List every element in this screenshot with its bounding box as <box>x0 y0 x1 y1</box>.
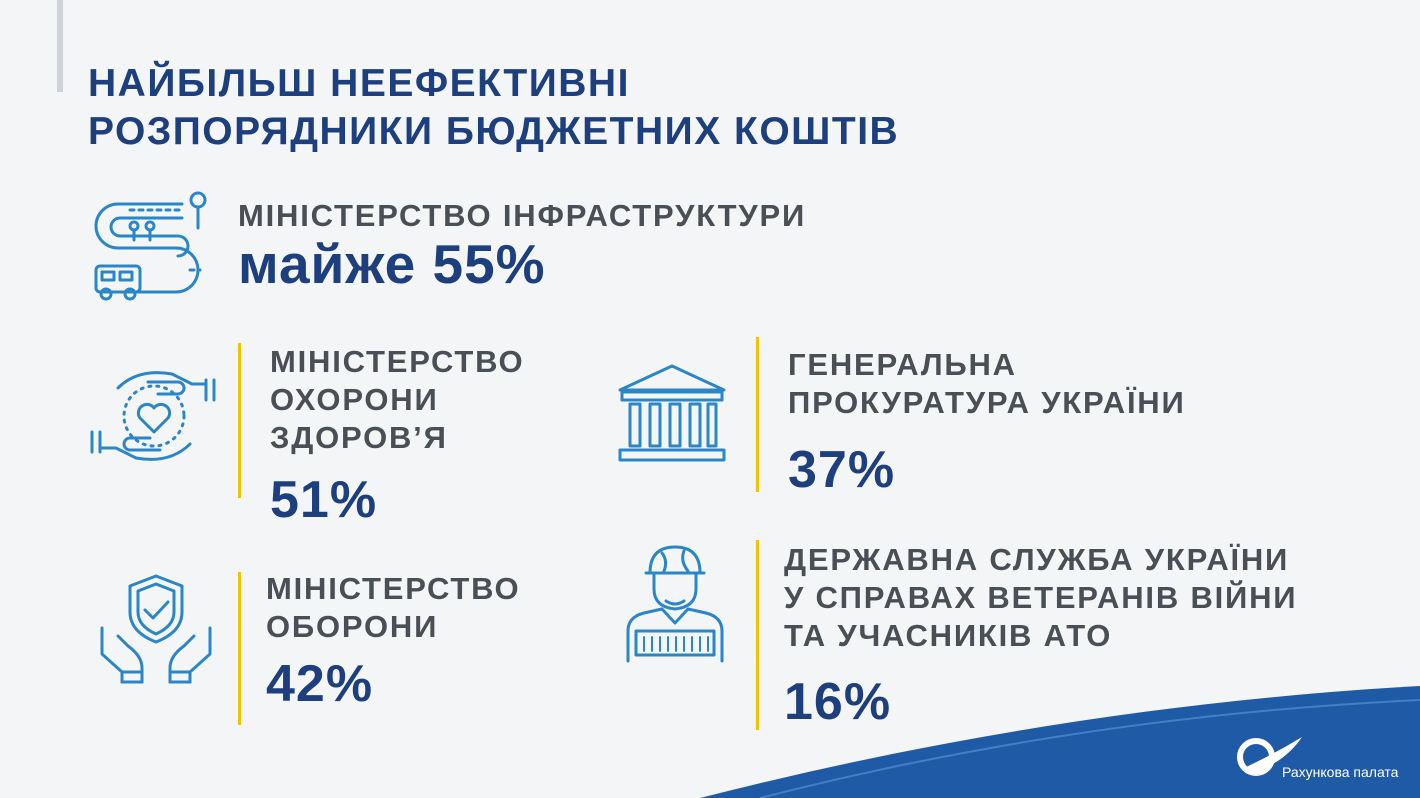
hands-shield-check-icon <box>98 572 214 686</box>
decorative-wave <box>700 686 1420 798</box>
item-prosecutor-value: 37% <box>788 441 896 499</box>
title-line-1: НАЙБІЛЬШ НЕЕФЕКТИВНІ <box>88 62 630 105</box>
logo-text: Рахункова палата <box>1282 764 1399 780</box>
item-infrastructure-value: майже 55% <box>238 233 546 295</box>
divider-defence <box>238 572 241 725</box>
divider-prosecutor <box>756 337 759 492</box>
item-health-value: 51% <box>270 471 378 529</box>
hands-heart-icon <box>88 360 220 472</box>
item-infrastructure-label: МІНІСТЕРСТВО ІНФРАСТРУКТУРИ <box>238 198 807 233</box>
item-prosecutor-label: ГЕНЕРАЛЬНА ПРОКУРАТУРА УКРАЇНИ <box>788 347 1186 420</box>
item-veterans-label: ДЕРЖАВНА СЛУЖБА УКРАЇНИ У СПРАВАХ ВЕТЕРА… <box>784 542 1298 653</box>
courthouse-icon <box>616 362 728 466</box>
veteran-soldier-icon <box>622 543 728 663</box>
item-defence-label: МІНІСТЕРСТВО ОБОРОНИ <box>266 571 521 644</box>
page-title: НАЙБІЛЬШ НЕЕФЕКТИВНІ РОЗПОРЯДНИКИ БЮДЖЕТ… <box>88 60 899 156</box>
item-veterans-value: 16% <box>784 673 892 731</box>
accounting-chamber-logo-icon <box>1236 733 1306 788</box>
accent-bar <box>57 0 63 92</box>
divider-health <box>238 343 241 498</box>
divider-veterans <box>756 540 759 730</box>
road-route-bus-icon <box>90 188 212 304</box>
item-health-label: МІНІСТЕРСТВО ОХОРОНИ ЗДОРОВ’Я <box>270 344 525 455</box>
item-defence-value: 42% <box>266 655 374 713</box>
title-line-2: РОЗПОРЯДНИКИ БЮДЖЕТНИХ КОШТІВ <box>88 110 900 153</box>
